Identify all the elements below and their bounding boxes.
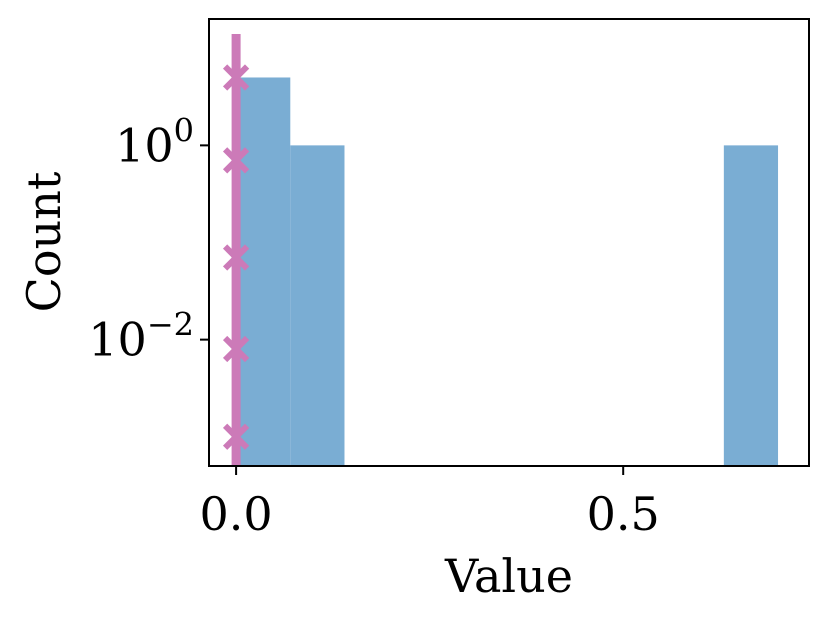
x-tick-label: 0.5 bbox=[587, 487, 660, 541]
x-tick-label: 0.0 bbox=[200, 487, 273, 541]
histogram-bar bbox=[723, 145, 779, 467]
x-marker bbox=[222, 147, 250, 174]
x-marker-stroke bbox=[222, 244, 250, 271]
histogram-bar bbox=[236, 77, 291, 467]
bars-group bbox=[236, 77, 779, 467]
x-marker bbox=[222, 64, 250, 91]
x-marker bbox=[222, 423, 250, 450]
x-axis: 0.0 0.5 bbox=[200, 466, 660, 541]
y-tick-label: 10−2 bbox=[88, 306, 194, 367]
y-tick-label: 100 bbox=[115, 111, 194, 172]
x-marker-stroke bbox=[222, 147, 250, 174]
y-axis-label: Count bbox=[17, 171, 71, 312]
x-marker-stroke bbox=[222, 423, 250, 450]
y-axis: 100 10−2 bbox=[88, 111, 209, 367]
x-marker-stroke bbox=[222, 64, 250, 91]
x-marker bbox=[222, 244, 250, 271]
x-axis-label: Value bbox=[444, 549, 573, 603]
histogram-bar bbox=[290, 145, 345, 467]
x-marker-stroke bbox=[222, 335, 250, 363]
plot-frame bbox=[208, 18, 810, 467]
x-marker bbox=[222, 335, 250, 363]
marker-line-group bbox=[222, 34, 250, 466]
